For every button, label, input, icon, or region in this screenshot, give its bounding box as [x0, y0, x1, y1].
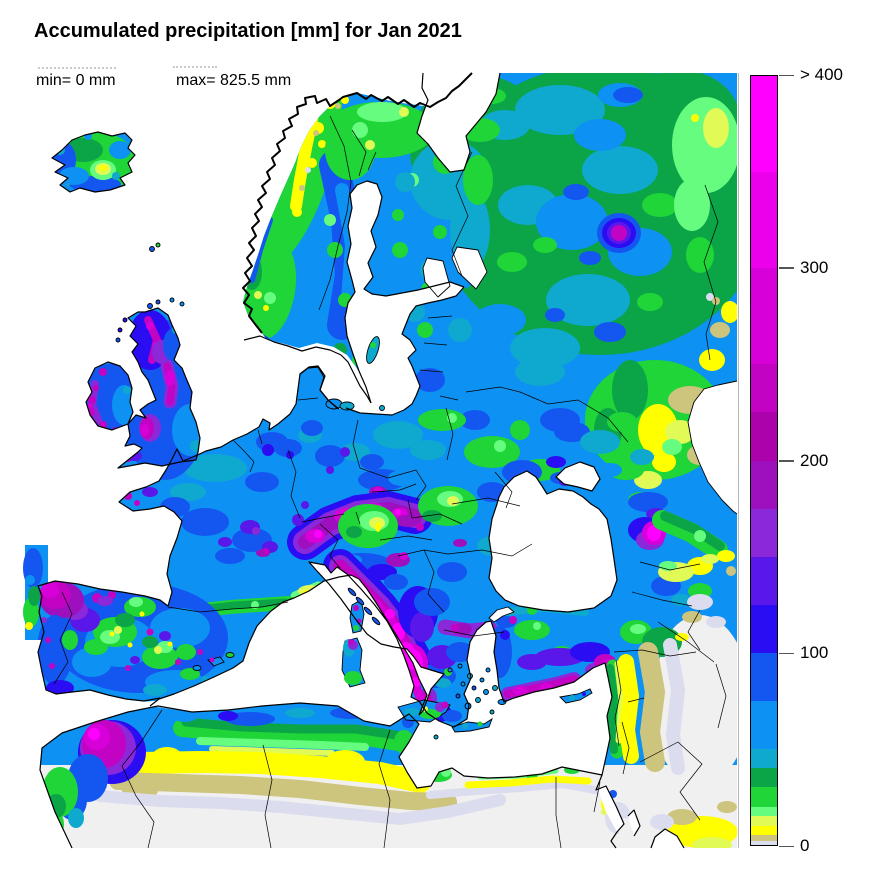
colorbar-segment — [751, 768, 777, 788]
land-fill-layer — [23, 73, 737, 848]
plot-artifact-dashes — [38, 67, 116, 69]
coast-italy-west-med — [149, 574, 428, 716]
coast-adriatic — [308, 561, 445, 716]
colorbar-segment — [751, 787, 777, 807]
coast-turkey-levant — [490, 620, 613, 776]
colorbar-segment — [751, 700, 777, 749]
colorbar-segment — [751, 816, 777, 826]
border-layer — [53, 115, 727, 849]
caspian-sea — [688, 381, 737, 514]
colorbar-segment — [751, 604, 777, 653]
coast-azov — [555, 461, 601, 492]
gotland — [366, 336, 380, 364]
max-annotation: max= 825.5 mm — [176, 72, 292, 89]
coast-skagerrak-kattegat — [243, 335, 372, 404]
coast-africa-levant — [39, 702, 625, 849]
coast-iceland — [51, 131, 136, 193]
coast-jutland-east — [299, 366, 338, 409]
coast-greece-aegean — [396, 620, 492, 728]
colorbar-segment — [751, 825, 777, 836]
coast-black-sea — [488, 470, 618, 613]
coastline-layer — [37, 72, 738, 849]
colorbar — [750, 75, 778, 846]
colorbar-segment — [751, 508, 777, 557]
coast-atlantic — [37, 365, 340, 702]
black-sea — [489, 471, 617, 612]
coast-white-sea — [416, 72, 501, 173]
colorbar-tick-mark — [779, 845, 794, 847]
colorbar-segment — [751, 460, 777, 509]
mediterranean-sea — [150, 562, 612, 788]
coast-great-britain — [117, 307, 201, 469]
colorbar-segment — [751, 76, 777, 173]
dalmatian-islands — [347, 587, 381, 626]
min-annotation: min= 0 mm — [36, 72, 116, 89]
funen — [339, 401, 355, 411]
colorbar-tick-mark — [779, 74, 794, 76]
colorbar-segment — [751, 748, 777, 769]
menorca — [225, 652, 235, 658]
colorbar-segment — [751, 268, 777, 365]
colorbar-segment — [751, 835, 777, 842]
colorbar-tick-mark — [779, 267, 794, 269]
coast-lakes — [422, 246, 488, 298]
colorbar-segment — [751, 364, 777, 413]
bornholm — [379, 405, 385, 411]
colorbar-tick-mark — [779, 652, 794, 655]
sea-of-marmara — [489, 607, 514, 622]
plot-artifact-dashes — [173, 66, 217, 68]
figure-title: Accumulated precipitation [mm] for Jan 2… — [34, 20, 462, 42]
ibiza — [192, 665, 202, 671]
colorbar-tick-label: 100 — [800, 643, 829, 663]
colorbar-tick-label: 300 — [800, 257, 829, 277]
colorbar-tick-label: > 400 — [800, 65, 844, 84]
colorbar-segment — [751, 806, 777, 817]
coast-sweden-bothnia-finland — [344, 180, 465, 404]
colorbar-tick-label: 200 — [800, 450, 829, 470]
scottish-isles — [115, 297, 185, 343]
faroe-islands — [149, 242, 161, 252]
colorbar-segment — [751, 556, 777, 605]
colorbar-tick-mark — [779, 460, 794, 462]
colorbar-segment — [751, 841, 777, 845]
island-layer — [115, 242, 593, 740]
aegean-islands — [447, 663, 507, 715]
gulf-of-suez — [598, 786, 624, 832]
sea-of-azov — [556, 462, 600, 491]
coast-norway — [242, 72, 473, 334]
coast-marmara — [488, 606, 515, 623]
white-sea — [417, 73, 500, 172]
lake-ladoga — [452, 247, 487, 289]
coast-baltic-east-south — [345, 286, 465, 416]
gulf-of-aqaba — [628, 810, 640, 836]
coast-ireland — [85, 361, 134, 431]
malta — [433, 734, 439, 740]
colorbar-segment — [751, 172, 777, 269]
crete — [451, 717, 493, 733]
coast-caspian — [687, 380, 738, 515]
colorbar-tick-label: 0 — [800, 836, 810, 855]
coast-red-sea — [627, 809, 685, 849]
colorbar-segment — [751, 652, 777, 701]
colorbar-segment — [751, 412, 777, 461]
